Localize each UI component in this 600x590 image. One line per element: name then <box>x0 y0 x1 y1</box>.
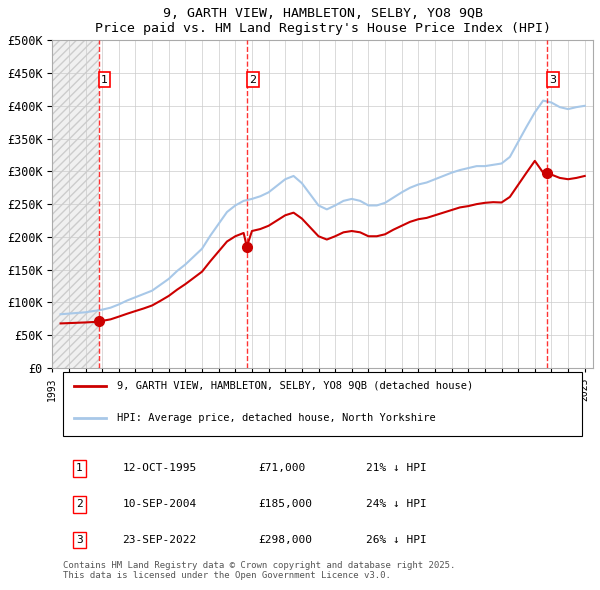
Text: 1: 1 <box>76 463 83 473</box>
Text: £298,000: £298,000 <box>258 535 312 545</box>
Text: 1: 1 <box>101 74 108 84</box>
Text: 3: 3 <box>76 535 83 545</box>
Text: 26% ↓ HPI: 26% ↓ HPI <box>366 535 427 545</box>
Text: 9, GARTH VIEW, HAMBLETON, SELBY, YO8 9QB (detached house): 9, GARTH VIEW, HAMBLETON, SELBY, YO8 9QB… <box>117 381 473 391</box>
Text: 2: 2 <box>76 499 83 509</box>
Bar <box>52 40 99 368</box>
Text: £185,000: £185,000 <box>258 499 312 509</box>
Text: 21% ↓ HPI: 21% ↓ HPI <box>366 463 427 473</box>
Text: 2: 2 <box>249 74 256 84</box>
Title: 9, GARTH VIEW, HAMBLETON, SELBY, YO8 9QB
Price paid vs. HM Land Registry's House: 9, GARTH VIEW, HAMBLETON, SELBY, YO8 9QB… <box>95 7 551 35</box>
Text: 3: 3 <box>550 74 556 84</box>
Text: Contains HM Land Registry data © Crown copyright and database right 2025.
This d: Contains HM Land Registry data © Crown c… <box>63 560 455 580</box>
Text: 12-OCT-1995: 12-OCT-1995 <box>122 463 197 473</box>
Text: 23-SEP-2022: 23-SEP-2022 <box>122 535 197 545</box>
Text: 10-SEP-2004: 10-SEP-2004 <box>122 499 197 509</box>
Text: HPI: Average price, detached house, North Yorkshire: HPI: Average price, detached house, Nort… <box>117 413 436 423</box>
Text: £71,000: £71,000 <box>258 463 305 473</box>
FancyBboxPatch shape <box>63 372 582 436</box>
Text: 24% ↓ HPI: 24% ↓ HPI <box>366 499 427 509</box>
